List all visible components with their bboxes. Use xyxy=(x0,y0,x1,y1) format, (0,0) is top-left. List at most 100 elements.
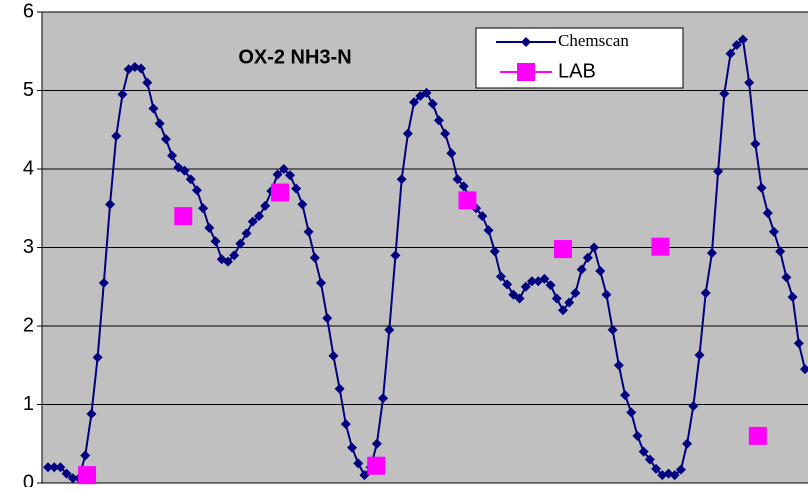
legend-marker xyxy=(517,63,535,81)
data-point xyxy=(409,97,420,108)
data-point xyxy=(328,350,339,361)
data-point xyxy=(775,246,786,257)
data-point xyxy=(86,408,97,419)
data-point xyxy=(644,454,655,465)
data-point xyxy=(576,264,587,275)
data-point xyxy=(433,115,444,126)
data-point xyxy=(762,207,773,218)
data-point xyxy=(210,236,221,247)
data-point xyxy=(174,207,193,226)
data-point xyxy=(781,272,792,283)
data-point xyxy=(551,293,562,304)
data-point xyxy=(191,185,202,196)
data-point xyxy=(111,131,122,142)
data-point xyxy=(570,288,581,299)
legend-label: LAB xyxy=(558,60,596,82)
data-point xyxy=(744,77,755,88)
data-point xyxy=(514,293,525,304)
data-point xyxy=(737,34,748,45)
data-point xyxy=(253,211,264,222)
data-point xyxy=(626,407,637,418)
data-point xyxy=(322,313,333,324)
data-point xyxy=(446,148,457,159)
data-point xyxy=(508,289,519,300)
data-point xyxy=(55,462,66,473)
data-point xyxy=(160,134,171,145)
data-point xyxy=(651,463,662,474)
data-point xyxy=(483,225,494,236)
data-point xyxy=(800,364,808,375)
data-point xyxy=(136,63,147,74)
data-point xyxy=(353,458,364,469)
data-point xyxy=(43,462,53,473)
data-point xyxy=(105,199,116,210)
data-point xyxy=(601,289,612,300)
data-point xyxy=(61,468,72,479)
data-point xyxy=(620,390,631,401)
data-point xyxy=(725,48,736,59)
data-point xyxy=(700,288,711,299)
data-point xyxy=(284,170,295,181)
y-tick-label: 0 xyxy=(23,471,34,487)
data-point xyxy=(554,240,573,259)
data-point xyxy=(489,246,500,257)
data-point xyxy=(49,462,60,473)
data-point xyxy=(669,470,680,481)
data-point xyxy=(421,87,432,98)
data-point xyxy=(309,252,320,263)
data-point xyxy=(458,191,477,210)
y-tick-label: 6 xyxy=(23,0,34,22)
data-point xyxy=(235,238,246,249)
data-point xyxy=(347,442,358,453)
data-point xyxy=(148,103,159,114)
data-point xyxy=(117,89,128,100)
data-point xyxy=(198,203,209,214)
data-point xyxy=(526,276,537,287)
data-point xyxy=(278,164,289,174)
y-tick-label: 4 xyxy=(23,157,34,179)
data-point xyxy=(204,222,215,233)
data-point xyxy=(793,338,804,349)
data-point xyxy=(731,39,742,50)
data-point xyxy=(748,426,767,445)
data-point xyxy=(694,350,705,361)
data-point xyxy=(390,250,401,261)
data-point xyxy=(67,473,78,484)
data-point xyxy=(675,464,686,475)
data-point xyxy=(98,277,109,288)
data-point xyxy=(545,280,556,291)
data-point xyxy=(80,450,91,461)
data-point xyxy=(247,216,258,227)
data-point xyxy=(260,200,271,211)
data-point xyxy=(589,242,600,253)
data-point xyxy=(582,252,593,263)
data-point xyxy=(651,237,670,256)
data-point xyxy=(477,211,488,222)
data-point xyxy=(607,324,618,335)
data-point xyxy=(787,291,798,302)
data-point xyxy=(558,305,569,316)
data-point xyxy=(359,470,370,481)
data-point xyxy=(272,169,283,180)
data-point xyxy=(92,352,103,363)
chart-title: OX-2 NH3-N xyxy=(238,46,351,68)
data-point xyxy=(334,383,345,394)
data-point xyxy=(452,174,463,185)
data-point xyxy=(756,182,767,193)
data-point xyxy=(768,226,779,237)
data-point xyxy=(179,165,190,176)
data-point xyxy=(167,150,178,161)
data-point xyxy=(384,324,395,335)
data-point xyxy=(495,271,506,282)
y-tick-label: 1 xyxy=(23,393,34,415)
data-point xyxy=(303,226,314,237)
data-point xyxy=(427,98,438,109)
data-point xyxy=(367,456,386,475)
data-point xyxy=(750,138,761,149)
legend-marker xyxy=(521,37,531,47)
data-point xyxy=(241,228,252,239)
data-point xyxy=(142,77,153,88)
data-point xyxy=(595,266,606,277)
data-point xyxy=(291,183,302,194)
